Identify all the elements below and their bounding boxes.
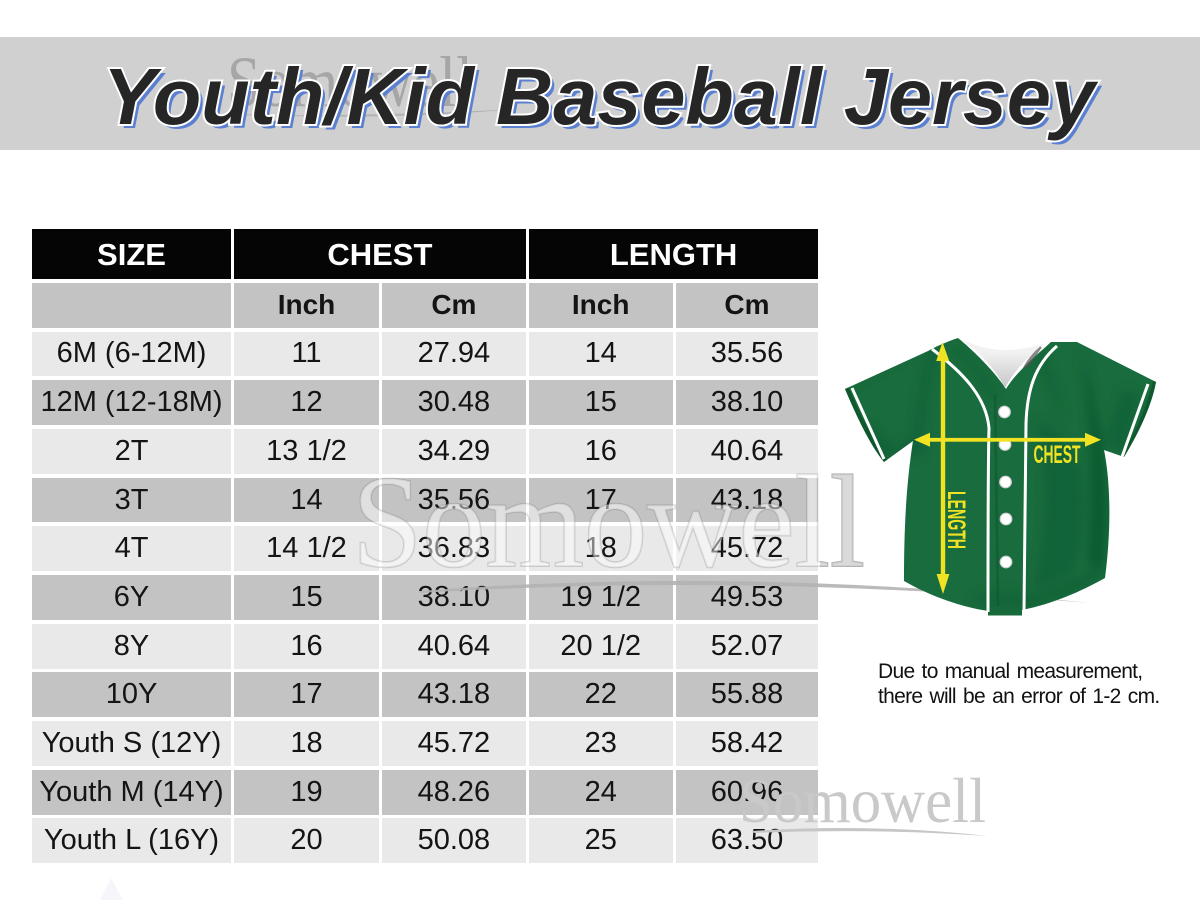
svg-text:CHEST: CHEST <box>1034 441 1081 469</box>
svg-text:LENGTH: LENGTH <box>942 491 970 549</box>
